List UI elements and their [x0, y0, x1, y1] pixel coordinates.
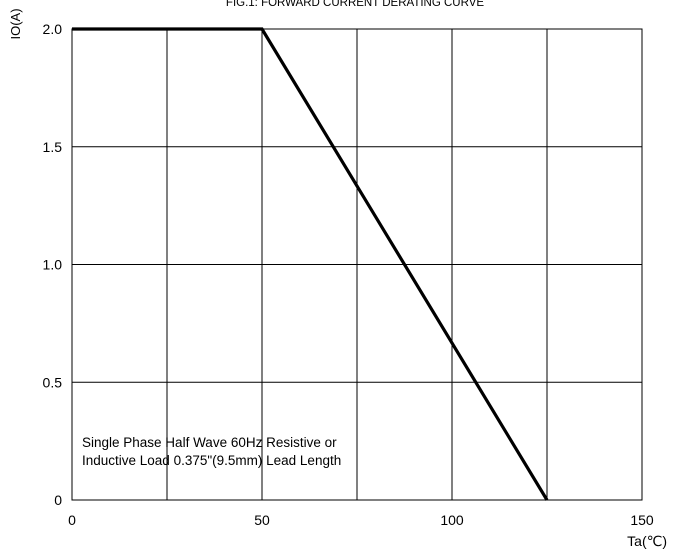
annotation-line-2: Inductive Load 0.375"(9.5mm) Lead Length: [82, 453, 341, 468]
y-tick-labels: 0 0.5 1.0 1.5 2.0: [43, 21, 63, 508]
y-axis-label: IO(A): [8, 8, 23, 39]
x-tick-label: 0: [68, 512, 76, 528]
x-tick-label: 100: [440, 512, 464, 528]
chart-title: FIG.1: FORWARD CURRENT DERATING CURVE: [226, 0, 484, 9]
y-tick-label: 0.5: [43, 374, 63, 390]
y-tick-label: 1.0: [43, 257, 63, 273]
x-tick-label: 150: [630, 512, 654, 528]
x-tick-label: 50: [254, 512, 270, 528]
x-tick-labels: 0 50 100 150: [68, 512, 654, 528]
grid-lines: [71, 28, 643, 501]
y-tick-label: 0: [54, 492, 62, 508]
plot-frame: [71, 28, 643, 501]
x-axis-label: Ta(℃): [627, 533, 667, 549]
annotation-line-1: Single Phase Half Wave 60Hz Resistive or: [82, 435, 337, 450]
y-tick-label: 1.5: [43, 139, 63, 155]
derating-curve-line: [72, 27, 549, 501]
y-tick-label: 2.0: [43, 21, 63, 37]
